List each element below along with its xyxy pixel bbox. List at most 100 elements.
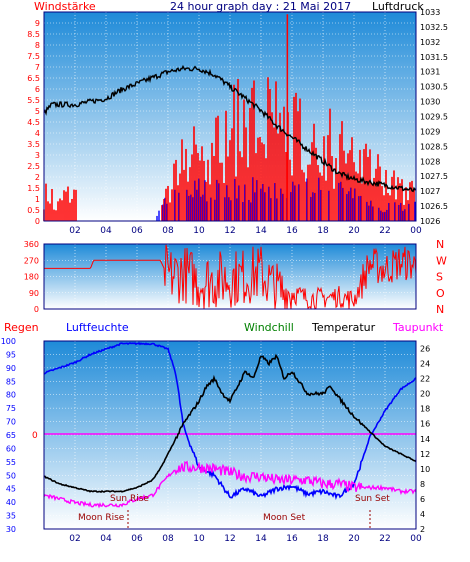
humidity-tick-label: 75	[6, 404, 16, 413]
moon-rise-label: Moon Rise	[78, 513, 125, 523]
wind-tick-label: 5	[35, 107, 40, 116]
pressure-axis-title: Luftdruck	[372, 0, 424, 13]
humidity-tick-label: 35	[6, 512, 16, 521]
humidity-tick-label: 90	[6, 364, 16, 373]
wind-tick-label: 6.5	[27, 74, 40, 83]
compass-label: N	[436, 238, 444, 251]
hour-tick-label: 00	[410, 226, 422, 236]
pressure-tick-label: 1029	[420, 127, 440, 136]
humidity-tick-label: 40	[6, 498, 16, 507]
legend-luftfeuchte: Luftfeuchte	[66, 321, 129, 334]
hour-tick-label: 04	[100, 534, 112, 544]
hour-tick-label: 16	[286, 534, 298, 544]
pressure-tick-label: 1032	[420, 38, 440, 47]
wind-tick-label: 8.5	[27, 30, 40, 39]
wind-tick-label: 2.5	[27, 162, 40, 171]
legend-taupunkt: Taupunkt	[392, 321, 444, 334]
top-hour-ticks: 02 04 06 08 10 12 14 16 18 20 22 00	[69, 226, 422, 236]
hour-tick-label: 18	[317, 226, 329, 236]
humidity-tick-label: 85	[6, 377, 16, 386]
wind-tick-label: 4	[35, 129, 40, 138]
wind-tick-label: 4.5	[27, 118, 40, 127]
legend-windchill: Windchill	[244, 321, 294, 334]
compass-label: O	[436, 287, 445, 300]
humidity-tick-label: 95	[6, 350, 16, 359]
hour-tick-label: 08	[162, 226, 174, 236]
direction-tick-label: 90	[29, 289, 39, 298]
pressure-tick-label: 1031.5	[420, 53, 448, 62]
temperature-tick-label: 18	[420, 405, 430, 414]
hour-tick-label: 10	[193, 534, 205, 544]
humidity-tick-label: 55	[6, 458, 16, 467]
hour-tick-label: 06	[131, 226, 143, 236]
pressure-tick-label: 1033	[420, 8, 440, 17]
hour-tick-label: 06	[131, 534, 143, 544]
temperature-tick-label: 24	[420, 360, 430, 369]
pressure-axis-ticks: 1026 1026.5 1027 1027.5 1028 1028.5 1029 1029.5…	[420, 8, 448, 226]
hour-tick-label: 00	[410, 534, 422, 544]
pressure-tick-label: 1026	[420, 217, 440, 226]
hour-tick-label: 04	[100, 226, 112, 236]
hour-tick-label: 20	[348, 534, 360, 544]
hour-tick-label: 16	[286, 226, 298, 236]
pressure-tick-label: 1028	[420, 157, 440, 166]
wind-tick-label: 2	[35, 173, 40, 182]
hour-tick-label: 22	[379, 534, 390, 544]
direction-plot-frame	[43, 243, 417, 310]
pressure-tick-label: 1032.5	[420, 23, 448, 32]
sun-set-label: Sun Set	[355, 494, 390, 504]
temperature-tick-label: 16	[420, 420, 430, 429]
wind-tick-label: 3	[35, 151, 40, 160]
direction-tick-label: 270	[24, 256, 39, 265]
wind-tick-label: 0.5	[27, 206, 40, 215]
humidity-tick-label: 45	[6, 485, 16, 494]
compass-label: S	[436, 271, 443, 284]
temperature-tick-label: 12	[420, 450, 430, 459]
humidity-tick-label: 60	[6, 444, 16, 453]
pressure-tick-label: 1027	[420, 187, 440, 196]
humidity-temperature-lines	[43, 341, 417, 509]
direction-tick-label: 180	[24, 273, 39, 282]
wind-tick-label: 7.5	[27, 52, 40, 61]
legend-temperatur: Temperatur	[311, 321, 376, 334]
pressure-tick-label: 1030.5	[420, 83, 448, 92]
humidity-tick-label: 80	[6, 391, 16, 400]
temperature-tick-label: 4	[420, 510, 425, 519]
hour-tick-label: 14	[255, 226, 267, 236]
hour-tick-label: 12	[224, 226, 235, 236]
windrichtung-series	[44, 244, 417, 310]
wind-tick-label: 1	[35, 195, 40, 204]
wind-tick-label: 9	[35, 19, 40, 28]
wind-tick-label: 8	[35, 41, 40, 50]
temperature-tick-label: 2	[420, 525, 425, 534]
temperature-tick-label: 10	[420, 465, 430, 474]
wind-tick-label: 3.5	[27, 140, 40, 149]
pressure-tick-label: 1030	[420, 98, 440, 107]
temperature-tick-label: 26	[420, 345, 430, 354]
humidity-tick-label: 70	[6, 418, 16, 427]
wind-bars	[43, 14, 416, 221]
direction-tick-label: 360	[24, 240, 39, 249]
wind-tick-label: 0	[35, 217, 40, 226]
hour-tick-label: 20	[348, 226, 360, 236]
legend-regen: Regen	[4, 321, 39, 334]
pressure-tick-label: 1029.5	[420, 113, 448, 122]
pressure-tick-label: 1027.5	[420, 172, 448, 181]
wind-tick-label: 5.5	[27, 96, 40, 105]
temperature-tick-label: 22	[420, 375, 430, 384]
wind-tick-label: 1.5	[27, 184, 40, 193]
humidity-axis-ticks: 30 35 40 45 50 55 60 65 70 75 80 85 90 95 100	[1, 337, 16, 534]
temperature-tick-label: 8	[420, 480, 425, 489]
compass-label: N	[436, 303, 444, 316]
hour-tick-label: 14	[255, 534, 267, 544]
moon-set-label: Moon Set	[263, 513, 306, 523]
compass-label: W	[436, 254, 447, 267]
direction-axis-ticks: 0 90 180 270 360	[24, 240, 39, 314]
pressure-tick-label: 1028.5	[420, 142, 448, 151]
taupunkt-series	[43, 460, 417, 509]
hour-tick-label: 02	[69, 226, 80, 236]
